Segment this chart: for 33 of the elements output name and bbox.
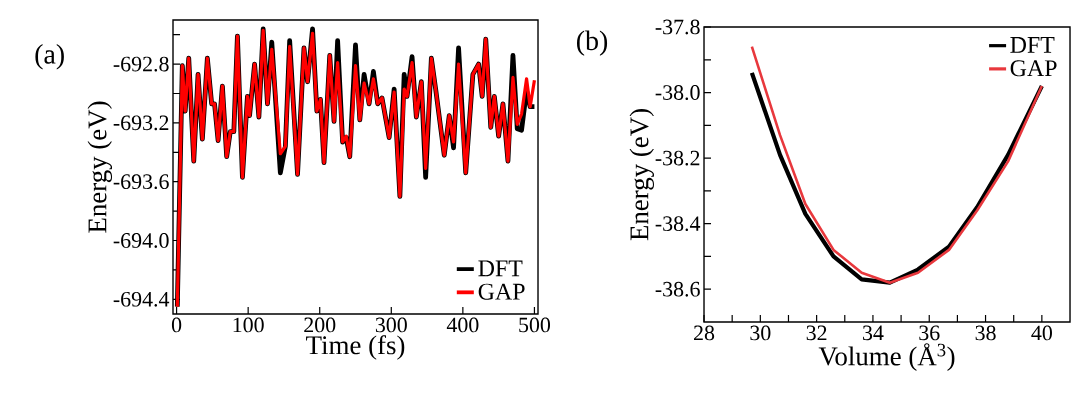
x-tick-label: 36 bbox=[919, 325, 940, 341]
y-tick-label: -38.6 bbox=[655, 281, 700, 297]
y-tick-label: -37.8 bbox=[655, 19, 700, 35]
text: (b) bbox=[576, 30, 608, 56]
y-tick-label: -694.0 bbox=[113, 233, 169, 248]
y-tick-label: -38.2 bbox=[655, 150, 700, 166]
y-tick-label: -694.4 bbox=[113, 291, 170, 307]
legend-label: DFT bbox=[1010, 37, 1055, 53]
x-axis-title: Volume (Å$^{3}$) bbox=[818, 343, 955, 371]
legend-label: GAP bbox=[478, 283, 525, 300]
y-axis-title: Energy (eV) bbox=[87, 101, 113, 233]
legend-label: DFT bbox=[478, 260, 523, 277]
y-tick-label: -38.4 bbox=[655, 216, 701, 232]
x-tick-label: 0 bbox=[171, 317, 182, 333]
x-tick-label: 40 bbox=[1031, 325, 1052, 341]
y-tick-label: -693.6 bbox=[113, 174, 169, 190]
legend-label: GAP bbox=[1010, 60, 1057, 77]
x-tick-label: 34 bbox=[863, 325, 884, 341]
text: (a) bbox=[35, 44, 64, 70]
y-tick-label: -692.8 bbox=[113, 56, 169, 72]
x-tick-label: 30 bbox=[750, 325, 771, 341]
x-tick-label: 38 bbox=[975, 325, 996, 341]
x-tick-label: 400 bbox=[446, 317, 479, 333]
y-tick-label: -693.2 bbox=[113, 115, 169, 131]
x-tick-label: 28 bbox=[694, 325, 715, 341]
x-tick-label: 300 bbox=[375, 317, 407, 333]
x-tick-label: 200 bbox=[304, 317, 336, 333]
x-axis-title: Time (fs) bbox=[306, 335, 405, 360]
x-tick-label: 100 bbox=[233, 317, 264, 333]
y-tick-label: -38.0 bbox=[655, 85, 700, 100]
y-axis-title: Energy (eV) bbox=[629, 109, 654, 241]
x-tick-label: 500 bbox=[519, 317, 551, 333]
x-tick-label: 32 bbox=[806, 325, 827, 341]
